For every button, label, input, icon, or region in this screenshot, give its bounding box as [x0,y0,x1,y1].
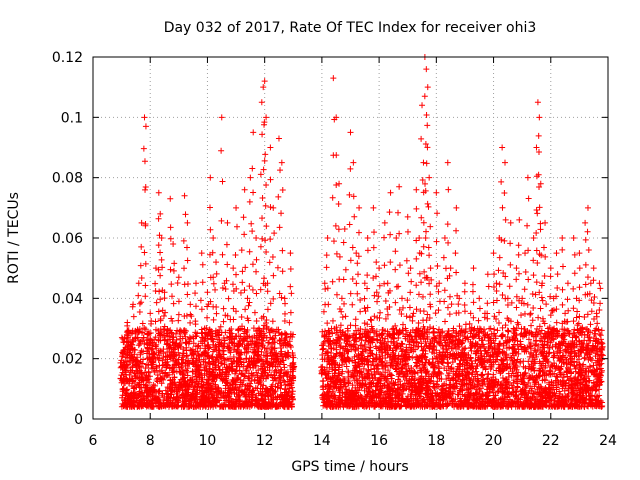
data-point [142,365,149,372]
data-point [261,344,268,351]
data-point [235,343,242,350]
data-point [436,365,443,372]
data-point [251,350,258,356]
data-point [184,372,191,379]
data-point [259,337,266,344]
data-point [277,344,284,351]
data-point [175,361,182,368]
data-point [235,326,242,333]
data-point [180,350,187,357]
data-point [245,374,252,381]
data-point [250,371,257,378]
data-point [118,403,125,410]
data-point [222,382,229,389]
data-point [226,347,233,354]
data-point [184,365,191,372]
data-point [288,380,295,387]
data-point [159,357,166,364]
data-point [187,346,194,353]
data-point [243,367,250,374]
data-point [319,378,326,385]
data-point [279,357,286,364]
data-point [139,330,146,337]
data-point [227,349,234,356]
data-point [267,350,274,357]
data-point [206,344,213,351]
data-point [233,374,240,381]
data-point [252,384,259,391]
data-points [117,54,606,410]
data-point [281,364,288,371]
data-point [473,368,480,375]
data-point [263,358,270,365]
data-point [160,376,167,383]
data-point [166,365,173,372]
data-point [190,340,197,347]
data-point [180,356,187,363]
data-point [253,369,260,376]
data-point [158,380,165,387]
data-point [280,361,287,368]
data-point [219,360,226,367]
data-point [145,362,152,369]
data-point [209,348,216,355]
data-point [156,387,163,394]
data-point [119,392,126,399]
data-point [124,397,131,404]
data-point [262,375,269,382]
data-point [203,395,210,402]
grid [93,57,608,419]
data-point [498,332,505,339]
data-point [287,330,294,337]
data-point [143,361,150,368]
data-point [151,382,158,389]
data-point [155,357,162,364]
data-point [504,327,511,334]
data-point [445,360,452,367]
data-point [247,380,254,387]
data-point [213,355,220,362]
data-point [479,371,486,378]
data-point [264,345,271,352]
data-point [178,392,185,399]
data-point [265,372,272,379]
data-point [219,348,226,355]
data-point [258,356,265,363]
data-point [134,381,141,388]
data-point [206,391,213,398]
data-point [197,345,204,352]
data-point [212,372,219,379]
data-point [176,368,183,375]
data-point [231,370,238,377]
data-point [278,382,285,389]
data-point [171,395,178,402]
